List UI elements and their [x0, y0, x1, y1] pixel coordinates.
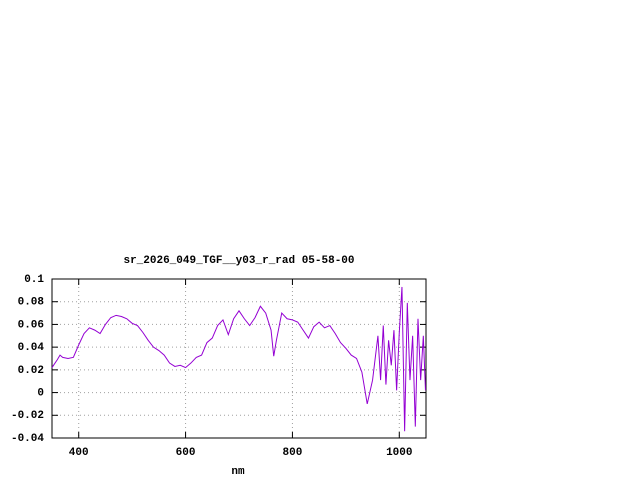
y-tick-label: -0.02: [11, 410, 44, 422]
y-tick-label: 0.04: [18, 342, 45, 354]
x-tick-label: 400: [69, 447, 89, 459]
y-tick-label: 0.1: [24, 274, 44, 286]
x-axis-label: nm: [231, 466, 245, 478]
y-tick-label: 0: [37, 387, 44, 399]
x-tick-label: 600: [176, 447, 196, 459]
y-tick-label: 0.08: [18, 297, 45, 309]
x-tick-label: 1000: [386, 447, 412, 459]
y-tick-label: 0.02: [18, 365, 44, 377]
y-tick-label: -0.04: [11, 433, 44, 445]
plot-border: [51, 278, 427, 439]
data-line: [51, 286, 426, 432]
y-tick-label: 0.06: [18, 319, 44, 331]
x-tick-label: 800: [283, 447, 303, 459]
chart-title: sr_2026_049_TGF__y03_r_rad 05-58-00: [123, 255, 354, 267]
